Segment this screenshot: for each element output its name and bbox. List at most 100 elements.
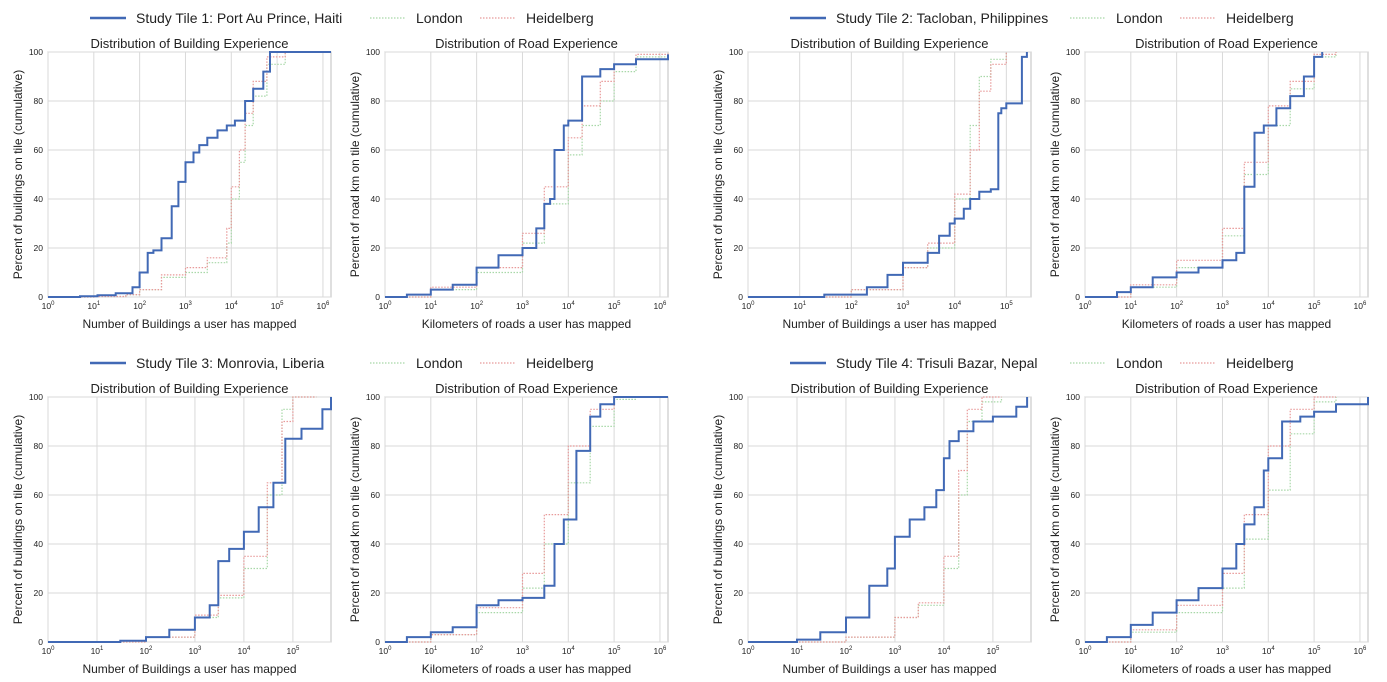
x-tick-base: 10 [608, 646, 618, 656]
x-tick-label: 101 [1124, 646, 1137, 656]
plot-area [47, 396, 332, 643]
x-tick-label: 106 [654, 301, 667, 311]
x-tick-exponent: 6 [663, 301, 667, 307]
legend-heidelberg-label: Heidelberg [1226, 10, 1294, 26]
x-tick-label: 106 [317, 301, 330, 311]
x-tick-base: 10 [1170, 646, 1180, 656]
x-tick-exponent: 5 [617, 301, 621, 307]
tile-2-legend: Study Tile 2: Tacloban, Philippines Londo… [790, 10, 1294, 26]
tile-3-group: Study Tile 3: Monrovia, Liberia London Hei… [11, 355, 669, 676]
y-tick-label: 60 [1071, 145, 1081, 155]
x-tick-exponent: 1 [434, 301, 438, 307]
y-tick-label: 0 [738, 637, 743, 647]
series-heidelberg-line [748, 52, 1007, 298]
x-tick-base: 10 [140, 646, 150, 656]
x-tick-label: 103 [1216, 301, 1229, 311]
panel-title: Distribution of Road Experience [1135, 381, 1318, 396]
y-axis-label: Percent of buildings on tile (cumulative… [11, 70, 25, 279]
x-tick-exponent: 0 [388, 301, 392, 307]
x-tick-label: 105 [1308, 301, 1321, 311]
x-tick-base: 10 [1308, 646, 1318, 656]
tile-3-legend: Study Tile 3: Monrovia, Liberia London Hei… [90, 355, 594, 371]
x-tick-base: 10 [379, 646, 389, 656]
x-tick-label: 106 [1354, 301, 1367, 311]
x-tick-exponent: 2 [854, 301, 858, 307]
x-tick-base: 10 [840, 646, 850, 656]
x-tick-base: 10 [424, 646, 434, 656]
series-heidelberg-line [385, 52, 669, 298]
x-tick-exponent: 6 [663, 646, 667, 652]
y-tick-label: 80 [34, 96, 44, 106]
y-tick-label: 80 [34, 441, 44, 451]
y-tick-label: 60 [734, 490, 744, 500]
legend-study-label: Study Tile 1: Port Au Prince, Haiti [136, 10, 342, 26]
y-tick-label: 20 [734, 588, 744, 598]
y-tick-label: 60 [371, 490, 381, 500]
x-tick-label: 101 [793, 301, 806, 311]
y-tick-label: 0 [375, 637, 380, 647]
legend-london-label: London [416, 10, 463, 26]
series-heidelberg-line [385, 396, 636, 643]
x-tick-base: 10 [938, 646, 948, 656]
x-tick-label: 100 [1079, 301, 1092, 311]
legend-study-label: Study Tile 4: Trisuli Bazar, Nepal [836, 355, 1038, 371]
x-tick-exponent: 3 [526, 646, 530, 652]
x-tick-base: 10 [379, 301, 389, 311]
x-tick-base: 10 [654, 301, 664, 311]
y-tick-label: 100 [729, 392, 743, 402]
x-tick-base: 10 [793, 301, 803, 311]
x-tick-label: 102 [840, 646, 853, 656]
x-tick-exponent: 5 [1009, 301, 1013, 307]
y-tick-label: 20 [371, 588, 381, 598]
x-tick-base: 10 [133, 301, 143, 311]
x-tick-base: 10 [986, 646, 996, 656]
x-tick-exponent: 3 [526, 301, 530, 307]
legend-heidelberg-label: Heidelberg [526, 10, 594, 26]
x-tick-label: 102 [140, 646, 153, 656]
x-tick-exponent: 0 [51, 301, 55, 307]
y-tick-label: 40 [1071, 194, 1081, 204]
x-tick-label: 101 [424, 646, 437, 656]
series-heidelberg-line [748, 396, 1002, 643]
y-tick-label: 100 [366, 392, 380, 402]
x-tick-exponent: 2 [149, 646, 153, 652]
series-study-line [748, 52, 1028, 298]
y-tick-label: 80 [734, 441, 744, 451]
y-tick-label: 20 [1071, 243, 1081, 253]
x-tick-base: 10 [87, 301, 97, 311]
y-tick-label: 0 [1075, 292, 1080, 302]
x-tick-exponent: 3 [898, 646, 902, 652]
y-tick-label: 80 [1071, 96, 1081, 106]
x-tick-label: 104 [562, 646, 575, 656]
x-tick-exponent: 4 [571, 301, 575, 307]
x-tick-exponent: 4 [1271, 646, 1275, 652]
plot-area [747, 396, 1032, 643]
x-tick-exponent: 1 [1134, 646, 1138, 652]
x-tick-base: 10 [1262, 646, 1272, 656]
x-tick-label: 105 [271, 301, 284, 311]
x-tick-exponent: 0 [388, 646, 392, 652]
y-tick-label: 40 [734, 194, 744, 204]
x-axis-label: Kilometers of roads a user has mapped [1122, 317, 1331, 331]
x-tick-exponent: 2 [849, 646, 853, 652]
y-tick-label: 100 [1066, 47, 1080, 57]
y-axis-label: Percent of road km on tile (cumulative) [348, 72, 362, 277]
x-tick-label: 101 [91, 646, 104, 656]
x-tick-label: 102 [845, 301, 858, 311]
x-tick-label: 100 [742, 301, 755, 311]
y-tick-label: 40 [371, 539, 381, 549]
x-tick-base: 10 [654, 646, 664, 656]
x-tick-label: 100 [1079, 646, 1092, 656]
x-tick-exponent: 1 [1134, 301, 1138, 307]
y-tick-label: 60 [734, 145, 744, 155]
series-heidelberg-line [48, 52, 286, 298]
panel-title: Distribution of Building Experience [91, 381, 289, 396]
y-tick-label: 20 [734, 243, 744, 253]
x-tick-base: 10 [897, 301, 907, 311]
x-tick-exponent: 3 [1226, 301, 1230, 307]
y-tick-label: 100 [366, 47, 380, 57]
x-tick-label: 104 [562, 301, 575, 311]
x-tick-label: 103 [516, 646, 529, 656]
x-tick-base: 10 [470, 301, 480, 311]
